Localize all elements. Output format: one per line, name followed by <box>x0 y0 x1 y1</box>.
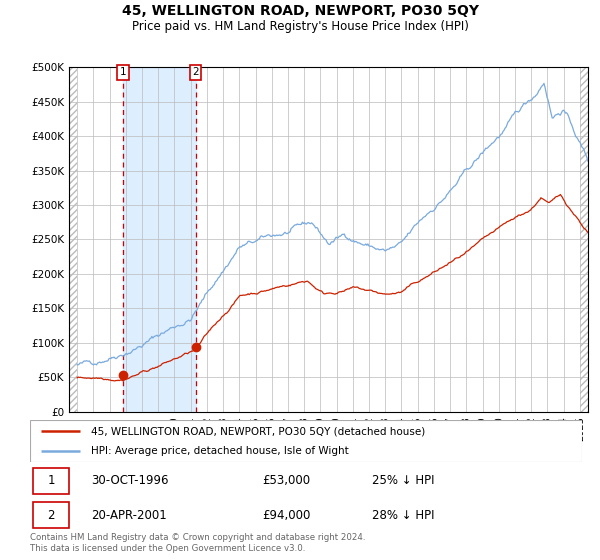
Text: 28% ↓ HPI: 28% ↓ HPI <box>372 508 435 521</box>
Text: HPI: Average price, detached house, Isle of Wight: HPI: Average price, detached house, Isle… <box>91 446 349 456</box>
Text: 45, WELLINGTON ROAD, NEWPORT, PO30 5QY (detached house): 45, WELLINGTON ROAD, NEWPORT, PO30 5QY (… <box>91 426 425 436</box>
Text: 2: 2 <box>192 67 199 77</box>
Text: 20-APR-2001: 20-APR-2001 <box>91 508 166 521</box>
FancyBboxPatch shape <box>33 502 68 528</box>
Bar <box>123 67 196 412</box>
FancyBboxPatch shape <box>30 420 582 462</box>
FancyBboxPatch shape <box>33 468 68 494</box>
Text: 2: 2 <box>47 508 55 521</box>
Text: 30-OCT-1996: 30-OCT-1996 <box>91 474 168 487</box>
Text: 1: 1 <box>47 474 55 487</box>
Text: 45, WELLINGTON ROAD, NEWPORT, PO30 5QY: 45, WELLINGTON ROAD, NEWPORT, PO30 5QY <box>121 4 479 18</box>
Text: 1: 1 <box>119 67 127 77</box>
Text: £94,000: £94,000 <box>262 508 310 521</box>
Text: £53,000: £53,000 <box>262 474 310 487</box>
Text: 25% ↓ HPI: 25% ↓ HPI <box>372 474 435 487</box>
Text: Price paid vs. HM Land Registry's House Price Index (HPI): Price paid vs. HM Land Registry's House … <box>131 20 469 32</box>
Text: Contains HM Land Registry data © Crown copyright and database right 2024.
This d: Contains HM Land Registry data © Crown c… <box>30 533 365 553</box>
